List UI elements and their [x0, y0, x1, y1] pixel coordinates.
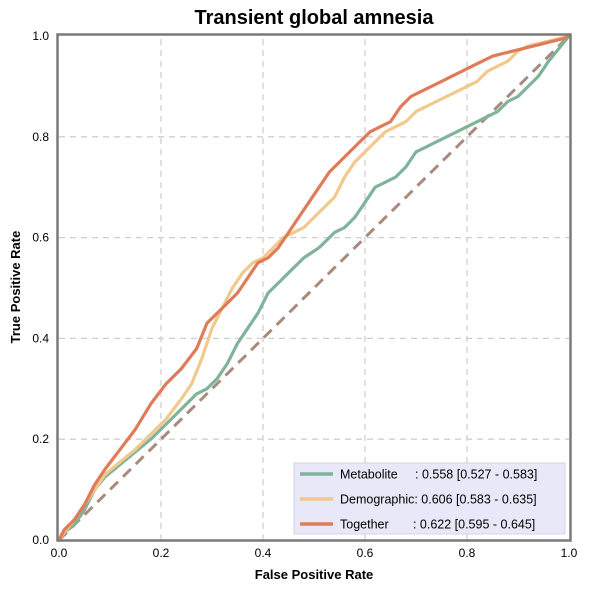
- y-tick-label: 0.8: [32, 130, 49, 144]
- series-group: [57, 34, 571, 542]
- tick-labels: 0.00.0 0.2 0.2 0.4 0.4 0.6 0.6 0.8 0.8 1.0 1.0: [32, 29, 577, 560]
- legend-label-demographic: Demographic: 0.606 [0.583 - 0.635]: [340, 493, 537, 507]
- legend: Metabolite : 0.558 [0.527 - 0.583] Demogr…: [293, 462, 566, 535]
- x-tick-label: 0.6: [357, 546, 374, 560]
- x-tick-label: 1.0: [561, 546, 578, 560]
- x-tick-label: 0.0: [51, 546, 68, 560]
- y-axis-label: True Positive Rate: [8, 231, 23, 344]
- legend-box: [293, 462, 566, 535]
- series-line-metabolite: [57, 34, 571, 542]
- x-tick-label: 0.2: [153, 546, 170, 560]
- legend-label-together: Together : 0.622 [0.595 - 0.645]: [340, 518, 535, 532]
- y-tick-label: 1.0: [32, 29, 49, 43]
- legend-label-metabolite: Metabolite : 0.558 [0.527 - 0.583]: [340, 468, 537, 482]
- x-tick-label: 0.8: [459, 546, 476, 560]
- series-line-demographic: [57, 34, 571, 542]
- y-tick-label: 0.0: [32, 533, 49, 547]
- series-line-together: [57, 34, 571, 542]
- plot-frame: [56, 33, 572, 542]
- y-tick-label: 0.6: [32, 231, 49, 245]
- y-tick-label: 0.2: [32, 432, 49, 446]
- y-tick-label: 0.4: [32, 331, 49, 345]
- x-tick-label: 0.4: [255, 546, 272, 560]
- x-axis-label: False Positive Rate: [255, 567, 374, 582]
- chart-title: Transient global amnesia: [195, 7, 435, 29]
- grid: [59, 36, 569, 540]
